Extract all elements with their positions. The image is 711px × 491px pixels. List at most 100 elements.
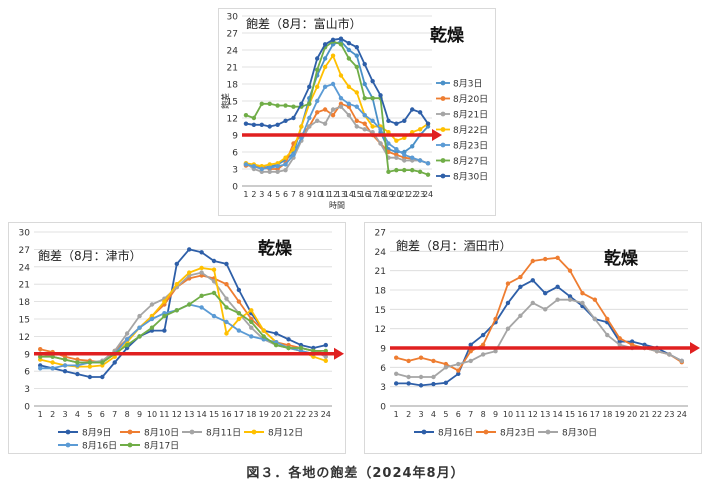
legend-marker <box>440 142 446 148</box>
x-tick-label: 18 <box>246 410 256 419</box>
data-point <box>199 293 204 298</box>
x-tick-label: 16 <box>360 190 370 199</box>
x-tick-label: 23 <box>308 410 318 419</box>
x-tick-label: 6 <box>283 190 288 199</box>
x-tick-label: 16 <box>221 410 231 419</box>
data-point <box>251 115 257 121</box>
y-tick-label: 15 <box>375 306 386 316</box>
data-point <box>211 313 217 319</box>
legend-marker <box>189 429 195 435</box>
data-point <box>378 93 383 98</box>
data-point <box>410 107 415 112</box>
data-point <box>323 348 328 354</box>
data-point <box>322 64 328 70</box>
legend-marker <box>127 429 133 435</box>
data-point <box>431 358 436 364</box>
data-point <box>174 308 179 313</box>
legend-marker <box>421 429 427 435</box>
legend-marker <box>440 127 446 132</box>
x-tick-label: 3 <box>259 190 264 199</box>
data-point <box>354 44 359 50</box>
y-tick-label: 21 <box>227 64 238 74</box>
data-point <box>299 124 304 129</box>
y-tick-label: 0 <box>380 403 386 413</box>
x-tick-label: 24 <box>321 410 331 419</box>
data-point <box>330 37 336 42</box>
x-tick-label: 12 <box>328 190 338 199</box>
data-point <box>370 78 375 84</box>
data-point <box>402 158 407 163</box>
data-point <box>443 365 449 370</box>
y-tick-label: 21 <box>375 267 386 277</box>
data-point <box>236 299 242 304</box>
data-point <box>338 73 344 78</box>
data-point <box>456 361 461 367</box>
data-point <box>417 110 423 115</box>
data-point <box>362 127 367 132</box>
data-point <box>38 366 43 371</box>
x-tick-label: 21 <box>283 410 293 419</box>
x-tick-label: 1 <box>38 410 43 419</box>
data-point <box>62 357 68 362</box>
y-tick-label: 27 <box>19 246 30 256</box>
legend-marker <box>440 158 446 163</box>
data-point <box>199 250 204 255</box>
data-point <box>402 118 407 124</box>
data-point <box>236 316 242 322</box>
data-point <box>617 342 622 347</box>
data-point <box>330 81 336 87</box>
data-point <box>311 348 316 354</box>
data-point <box>187 302 192 307</box>
data-point <box>555 255 560 260</box>
legend-marker <box>440 96 446 101</box>
y-tick-label: 24 <box>227 47 239 57</box>
x-tick-label: 24 <box>423 190 433 199</box>
data-point <box>149 302 155 307</box>
legend-label: 8月12日 <box>268 428 303 439</box>
data-point <box>124 337 130 342</box>
data-point <box>592 316 598 322</box>
data-point <box>283 167 288 173</box>
data-point <box>323 342 328 348</box>
data-point <box>267 101 272 107</box>
data-point <box>50 366 55 371</box>
figure-caption: 図３．各地の飽差（2024年8月） <box>246 466 465 481</box>
data-point <box>286 337 291 342</box>
y-tick-label: 9 <box>232 132 238 142</box>
data-point <box>354 124 359 129</box>
data-point <box>406 381 411 386</box>
y-tick-label: 12 <box>375 325 386 335</box>
x-tick-label: 11 <box>320 190 330 199</box>
legend-marker <box>251 429 257 435</box>
data-point <box>75 360 80 365</box>
data-point <box>394 146 399 152</box>
data-point <box>124 331 130 336</box>
data-point <box>410 155 415 160</box>
data-point <box>211 258 217 264</box>
x-tick-label: 20 <box>391 190 401 199</box>
data-point <box>224 319 229 325</box>
x-tick-label: 5 <box>443 410 448 419</box>
data-point <box>362 61 367 67</box>
data-point <box>283 118 288 124</box>
y-tick-label: 18 <box>227 81 239 91</box>
data-point <box>667 352 672 357</box>
data-point <box>338 104 344 109</box>
data-point <box>261 334 266 339</box>
legend-label: 8月30日 <box>453 172 488 183</box>
data-point <box>555 297 560 302</box>
y-axis-title: 飽差 <box>220 93 230 109</box>
x-tick-label: 22 <box>652 410 662 419</box>
data-point <box>338 95 344 101</box>
data-point <box>267 165 272 171</box>
data-point <box>87 360 93 365</box>
data-point <box>236 328 242 333</box>
data-point <box>307 115 312 121</box>
data-point <box>275 122 280 128</box>
x-axis-title: 時間 <box>329 201 345 210</box>
data-point <box>162 328 167 333</box>
data-point <box>249 308 254 313</box>
data-point <box>249 325 254 330</box>
data-point <box>354 90 359 95</box>
